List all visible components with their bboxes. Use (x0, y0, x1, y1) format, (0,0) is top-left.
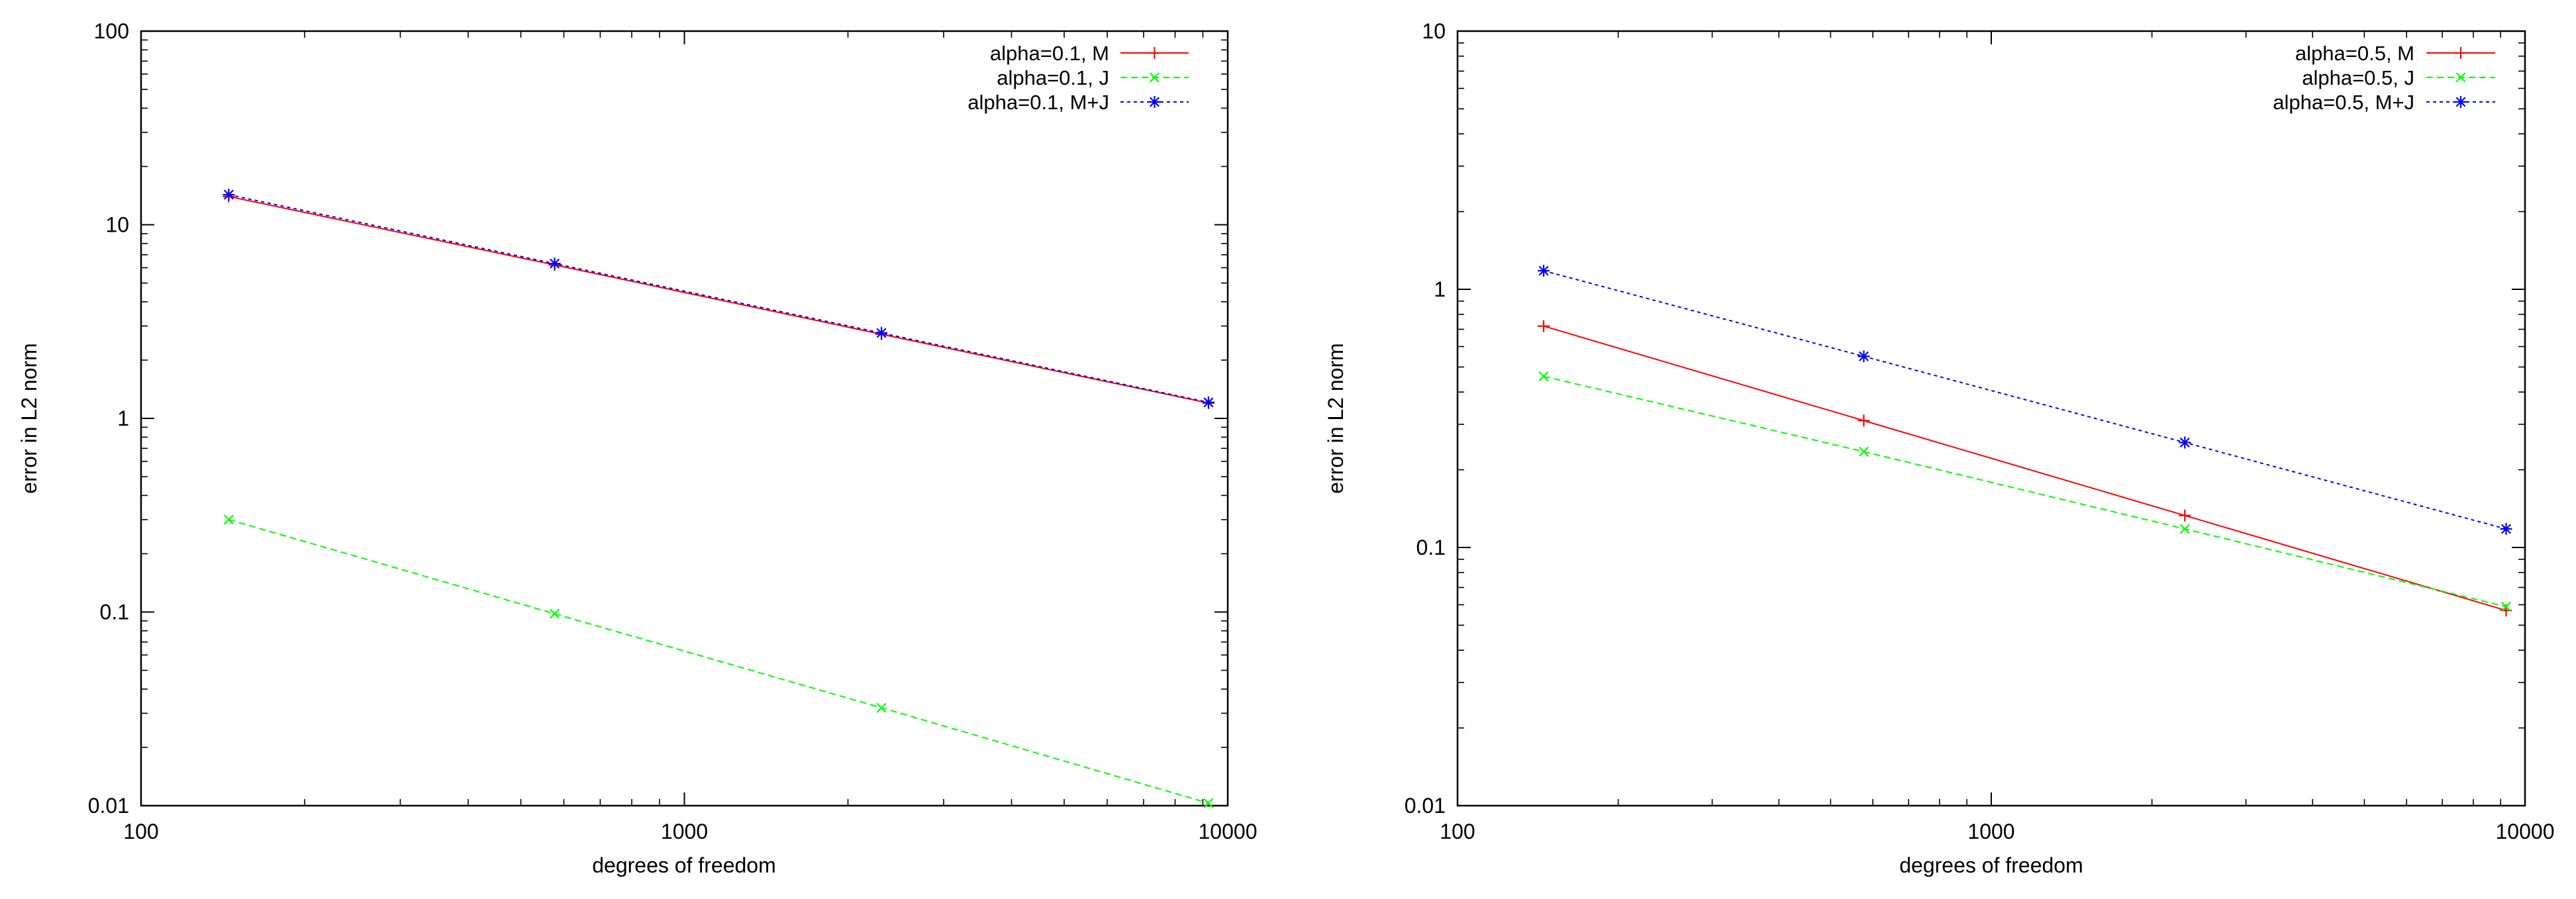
marker-stroke (1538, 265, 1549, 276)
x-tick-label: 10000 (2496, 820, 2555, 843)
marker-stroke (876, 702, 887, 713)
legend-marker-3 (1148, 96, 1161, 108)
data-point-series-2 (1538, 371, 1549, 382)
y-tick-label: 0.1 (100, 600, 129, 624)
legend-label-1: alpha=0.5, M (2295, 42, 2414, 65)
marker-stroke (2455, 97, 2466, 107)
data-point-series-2 (876, 702, 887, 713)
series-group-left (223, 189, 1214, 808)
data-point-series-2 (2179, 524, 2190, 534)
series-line-3 (1543, 270, 2506, 530)
x-axis-label-right: degrees of freedom (1899, 853, 2083, 877)
data-point-series-1 (2179, 509, 2191, 522)
y-axis-label-right: error in L2 norm (1324, 343, 1348, 494)
legend-label-3: alpha=0.5, M+J (2273, 91, 2414, 114)
y-ticks-left: 0.01 0.1 1 10 100 (88, 19, 1228, 818)
marker-stroke (2179, 437, 2190, 448)
x-tick-label: 1000 (661, 820, 708, 843)
data-point-series-1 (1858, 414, 1870, 427)
x-tick-label: 10000 (1199, 820, 1258, 843)
y-ticks-right: 0.01 0.1 1 10 (1405, 19, 2525, 818)
legend-label-2: alpha=0.1, J (997, 66, 1109, 89)
x-axis-label-left: degrees of freedom (592, 853, 776, 877)
x-tick-label: 100 (123, 820, 158, 843)
marker-stroke (1858, 351, 1869, 361)
data-point-series-3 (2500, 522, 2512, 535)
marker-stroke (1149, 97, 1160, 107)
series-line-2 (1543, 375, 2506, 608)
x-tick-label: 100 (1440, 820, 1475, 843)
plot-frame-left (140, 30, 1229, 807)
y-axis-label-left: error in L2 norm (17, 343, 41, 494)
marker-stroke (2455, 72, 2466, 83)
data-point-series-2 (223, 514, 234, 525)
data-point-series-1 (1538, 320, 1550, 332)
x-ticks-left: 100 1000 10000 (123, 31, 1257, 843)
data-point-series-3 (548, 258, 561, 270)
marker-stroke (2501, 524, 2511, 534)
series-line-2 (228, 518, 1209, 804)
y-tick-label: 1 (1434, 277, 1446, 301)
x-tick-label: 1000 (1967, 820, 2014, 843)
legend-label-2: alpha=0.5, J (2302, 66, 2414, 89)
data-point-series-3 (2179, 436, 2191, 449)
marker-stroke (223, 514, 234, 525)
data-point-series-3 (875, 327, 888, 340)
data-point-series-2 (1203, 798, 1214, 808)
legend-marker-3 (2455, 96, 2467, 108)
legend-label-3: alpha=0.1, M+J (967, 91, 1109, 114)
y-tick-label: 10 (1422, 19, 1446, 43)
marker-stroke (1149, 72, 1160, 83)
marker-stroke (1858, 446, 1869, 457)
marker-stroke (2501, 601, 2511, 612)
series-line-3 (228, 194, 1209, 403)
plot-frame-right (1456, 30, 2526, 807)
marker-stroke (1203, 798, 1214, 808)
y-tick-label: 0.01 (1405, 794, 1446, 818)
y-tick-label: 100 (94, 19, 129, 43)
data-point-series-2 (2501, 601, 2511, 612)
marker-stroke (550, 258, 560, 269)
legend-marker-2 (2455, 72, 2466, 83)
data-point-series-3 (1538, 264, 1550, 277)
series-group-right (1538, 264, 2512, 617)
legend-marker-1 (1148, 47, 1161, 59)
marker-stroke (550, 608, 560, 619)
y-tick-label: 10 (105, 213, 129, 237)
y-tick-label: 0.01 (88, 794, 129, 818)
data-point-series-3 (223, 189, 235, 201)
series-line-1 (1543, 325, 2506, 612)
marker-stroke (1203, 397, 1214, 408)
marker-stroke (2179, 524, 2190, 534)
legend-label-1: alpha=0.1, M (990, 42, 1109, 65)
y-tick-label: 0.1 (1416, 536, 1446, 559)
marker-stroke (876, 328, 887, 338)
data-point-series-2 (1858, 446, 1869, 457)
x-ticks-right: 100 1000 10000 (1440, 31, 2554, 843)
y-tick-label: 1 (117, 406, 129, 430)
marker-stroke (223, 189, 234, 200)
data-point-series-3 (1202, 396, 1214, 408)
legend-marker-1 (2455, 47, 2467, 59)
marker-stroke (1538, 371, 1549, 382)
series-line-1 (228, 195, 1209, 404)
data-point-series-3 (1858, 350, 1870, 363)
data-point-series-2 (550, 608, 560, 619)
legend-marker-2 (1149, 72, 1160, 83)
